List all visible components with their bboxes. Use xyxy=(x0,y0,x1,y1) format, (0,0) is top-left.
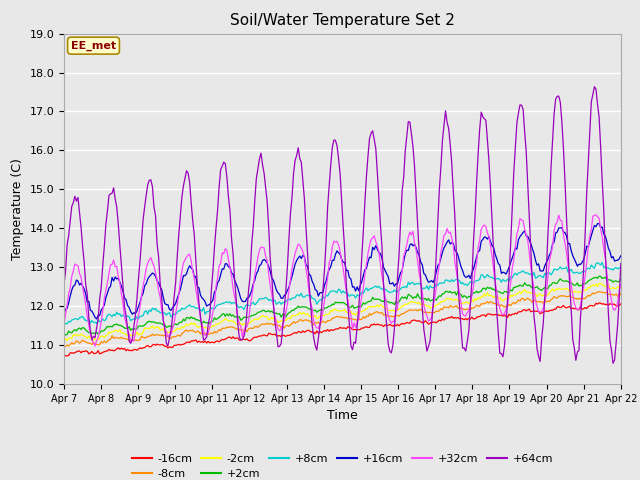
Legend: -16cm, -8cm, -2cm, +2cm, +8cm, +16cm, +32cm, +64cm: -16cm, -8cm, -2cm, +2cm, +8cm, +16cm, +3… xyxy=(127,449,557,480)
Text: EE_met: EE_met xyxy=(71,40,116,51)
Title: Soil/Water Temperature Set 2: Soil/Water Temperature Set 2 xyxy=(230,13,455,28)
Y-axis label: Temperature (C): Temperature (C) xyxy=(11,158,24,260)
X-axis label: Time: Time xyxy=(327,409,358,422)
